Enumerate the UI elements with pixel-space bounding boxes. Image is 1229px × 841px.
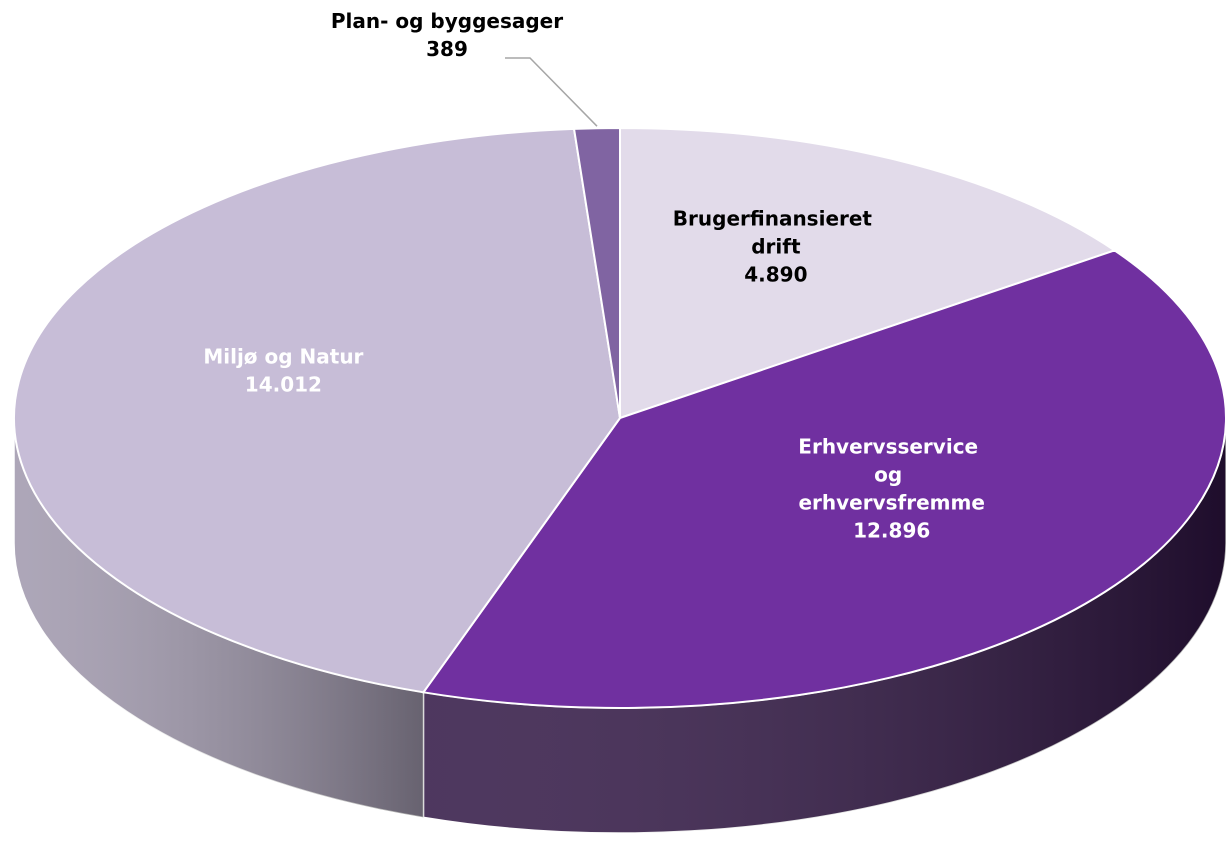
leader-line [505,57,598,127]
value-label: 14.012 [245,372,322,396]
slice-label: Miljø og Natur 14.012 [203,344,363,396]
value-label: 389 [426,37,468,61]
slice-label: Brugerfinansieret drift 4.890 [673,207,879,287]
value-label: 12.896 [853,518,930,542]
category-label: Plan- og byggesager [331,9,563,33]
slice [421,249,1227,709]
category-label: Brugerfinansieret drift [673,207,879,259]
slice-label: Plan- og byggesager 389 [331,9,563,61]
slice [572,126,621,419]
slice [13,127,622,694]
category-label: Miljø og Natur [203,344,363,368]
slice [619,126,1117,420]
value-label: 4.890 [744,263,807,287]
category-label: Erhvervsservice og erhvervsfremme [798,434,985,514]
slice-label: Erhvervsservice og erhvervsfremme 12.896 [798,434,985,542]
